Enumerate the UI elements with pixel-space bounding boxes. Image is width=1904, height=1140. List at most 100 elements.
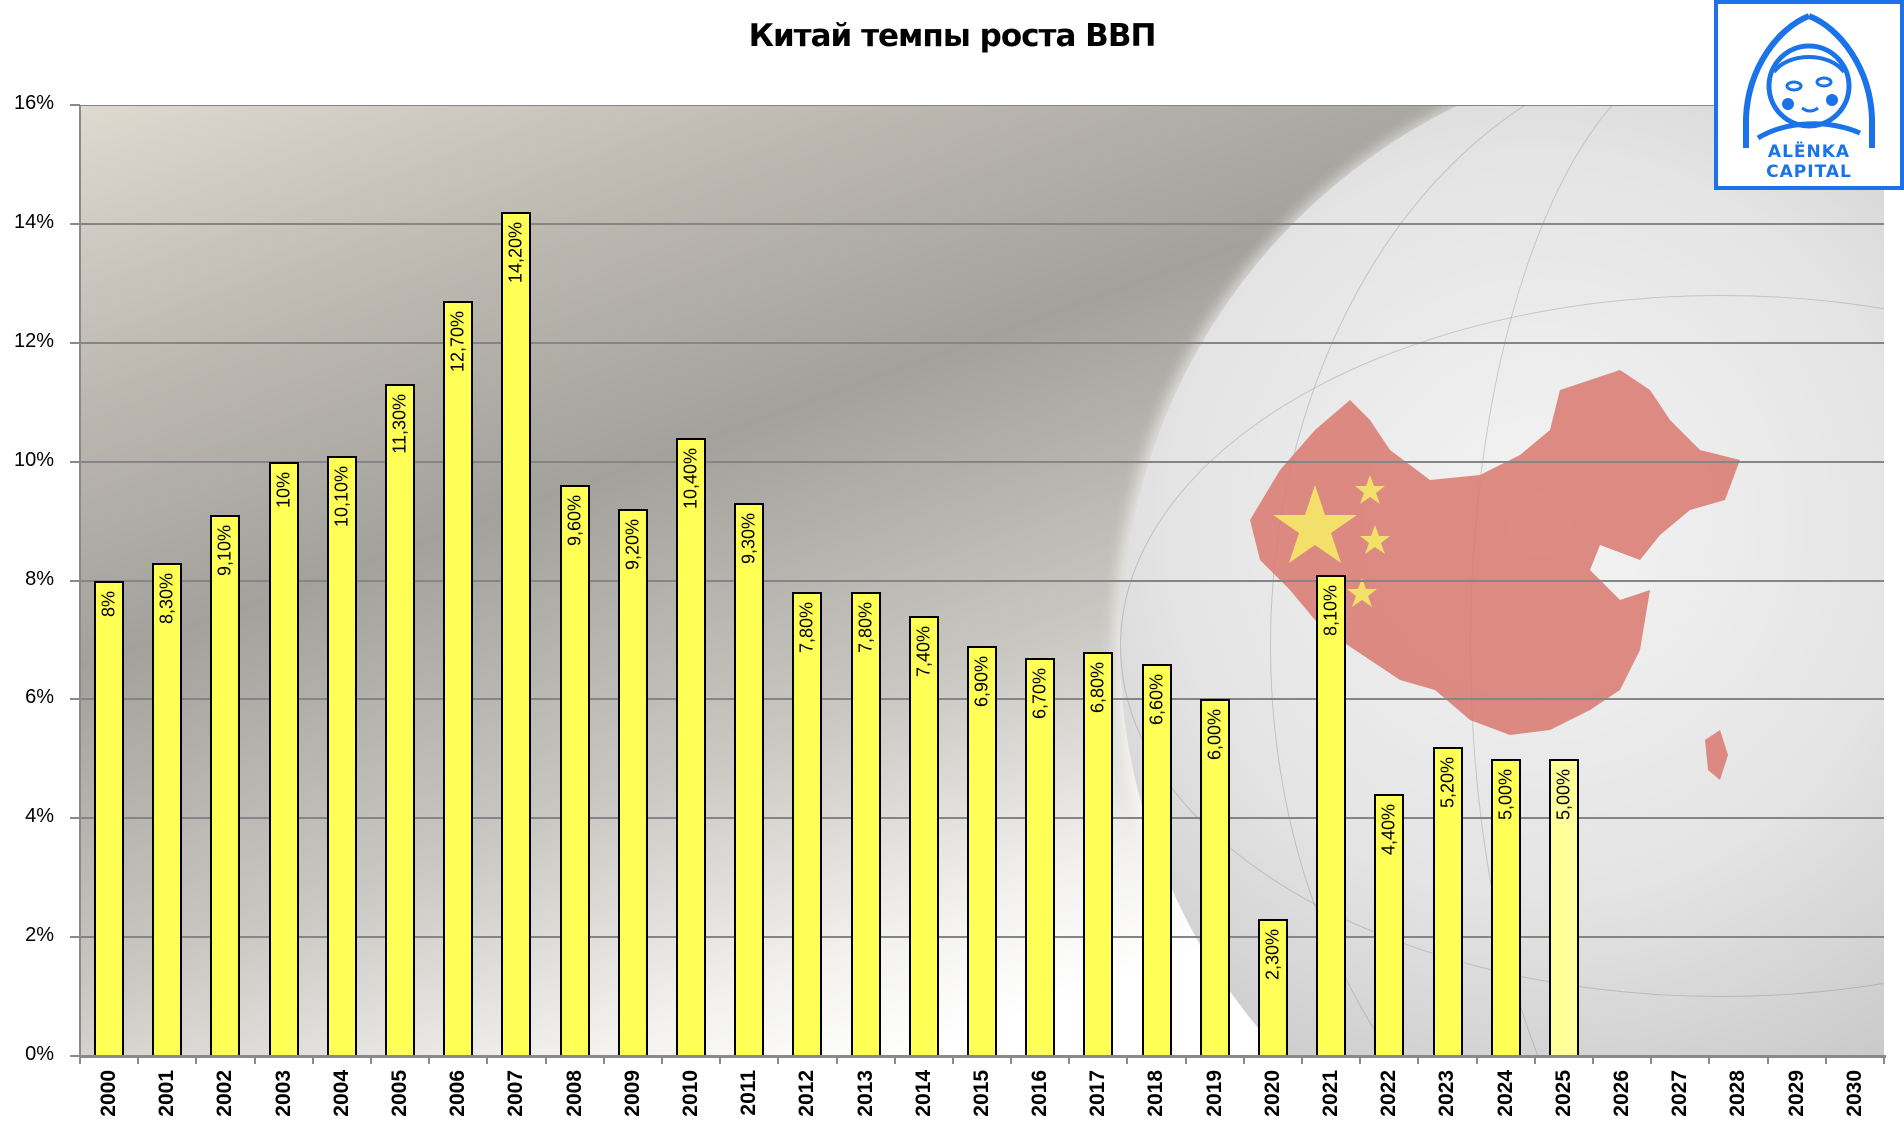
bar-2015: 6,90% [967,645,997,1056]
bar-value-label: 14,20% [505,221,526,284]
gridline [80,460,1884,463]
y-tick [70,579,80,582]
y-tick-label: 14% [13,210,54,233]
bar-value-label: 9,60% [564,495,585,547]
bar-value-label: 6,90% [971,655,992,707]
x-tick [1766,1056,1769,1064]
x-tick [1242,1056,1245,1064]
bar-value-label: 10,10% [331,465,352,527]
x-tick-label: 2023 [1435,1070,1459,1117]
x-tick-label: 2029 [1784,1070,1808,1117]
x-tick [893,1056,896,1064]
x-tick [602,1056,605,1064]
y-tick [70,698,80,701]
x-tick [1417,1056,1420,1064]
x-tick-label: 2006 [446,1070,470,1117]
y-tick [70,1055,80,1057]
x-tick-label: 2020 [1260,1070,1284,1117]
x-tick [1650,1056,1653,1064]
y-tick-label: 12% [13,329,54,352]
logo-line2: CAPITAL [1766,162,1852,182]
bar-2006: 12,70% [443,301,474,1056]
y-tick-label: 10% [13,448,54,471]
y-tick-label: 2% [25,924,54,947]
y-tick-label: 16% [13,92,54,114]
bar-2012: 7,80% [792,592,823,1056]
bar-2022: 4,40% [1374,794,1405,1056]
bar-2005: 11,30% [385,384,416,1056]
bar-2011: 9,30% [734,503,765,1056]
bar-value-label: 5,20% [1437,756,1458,808]
bar-value-label: 6,00% [1204,709,1225,761]
bar-value-label: 8,30% [156,572,177,624]
bar-value-label: 9,30% [738,513,759,565]
x-tick [1824,1056,1827,1064]
x-tick-label: 2013 [853,1070,877,1117]
bar-2021: 8,10% [1316,574,1347,1056]
bar-value-label: 10% [273,471,294,508]
bar-value-label: 5,00% [1553,768,1574,820]
bar-2024: 5,00% [1490,758,1521,1056]
x-tick [1359,1056,1362,1064]
bar-2025: 5,00% [1548,758,1579,1056]
x-tick-label: 2015 [969,1070,993,1117]
y-tick [70,341,80,344]
x-tick-label: 2010 [678,1070,702,1117]
x-tick-label: 2000 [97,1070,120,1117]
y-tick-label: 0% [25,1043,54,1065]
x-tick [1010,1056,1013,1064]
bar-value-label: 9,10% [214,525,235,577]
bar-value-label: 5,00% [1495,768,1516,820]
x-tick [544,1056,547,1064]
bar-value-label: 8,10% [1320,584,1341,636]
x-tick-label: 2002 [213,1070,237,1117]
x-tick-label: 2012 [795,1070,819,1117]
x-tick [1184,1056,1187,1064]
x-tick-label: 2008 [562,1070,586,1117]
bar-2001: 8,30% [152,562,183,1056]
gridline [80,222,1884,225]
x-tick [253,1056,256,1064]
bar-value-label: 8% [98,590,119,617]
matryoshka-icon [1743,13,1875,148]
y-tick [70,817,80,820]
bar-2009: 9,20% [617,509,648,1056]
bar-value-label: 6,60% [1146,673,1167,725]
x-tick [777,1056,780,1064]
x-tick [1126,1056,1129,1064]
x-tick [1533,1056,1536,1064]
x-tick [1592,1056,1595,1064]
bar-2023: 5,20% [1432,746,1463,1056]
x-tick [195,1056,198,1064]
bar-value-label: 7,80% [855,602,876,654]
bar-2018: 6,60% [1141,663,1172,1056]
x-tick-label: 2026 [1610,1070,1634,1117]
x-tick-label: 2009 [620,1070,644,1117]
y-tick-label: 6% [25,686,54,709]
x-tick-label: 2027 [1668,1070,1692,1117]
x-tick [79,1056,81,1064]
bar-2004: 10,10% [326,455,357,1056]
x-tick-label: 2021 [1319,1070,1343,1117]
x-tick-label: 2005 [387,1070,411,1117]
bar-2013: 7,80% [850,592,881,1056]
x-tick-label: 2025 [1551,1070,1575,1117]
plot-area: 8% 8,30% 9,10% 10% 10,10% 11,30% 12,70% 14,20% 9… [80,105,1884,1056]
bar-value-label: 10,40% [680,447,701,509]
x-tick-label: 2004 [329,1070,353,1117]
bar-2010: 10,40% [676,437,707,1056]
bar-value-label: 7,80% [796,602,817,654]
bar-2017: 6,80% [1083,651,1114,1056]
alenka-capital-logo: ALËNKA CAPITAL [1714,0,1904,190]
x-tick [835,1056,838,1064]
y-tick [70,936,80,939]
x-tick [486,1056,489,1064]
x-tick-label: 2019 [1202,1070,1226,1117]
x-tick-label: 2016 [1028,1070,1052,1117]
bar-2003: 10% [268,461,299,1056]
bar-2014: 7,40% [908,616,939,1056]
gridline [80,105,1884,106]
bar-value-label: 12,70% [447,311,468,373]
y-tick [70,222,80,225]
x-axis [80,1055,1886,1058]
